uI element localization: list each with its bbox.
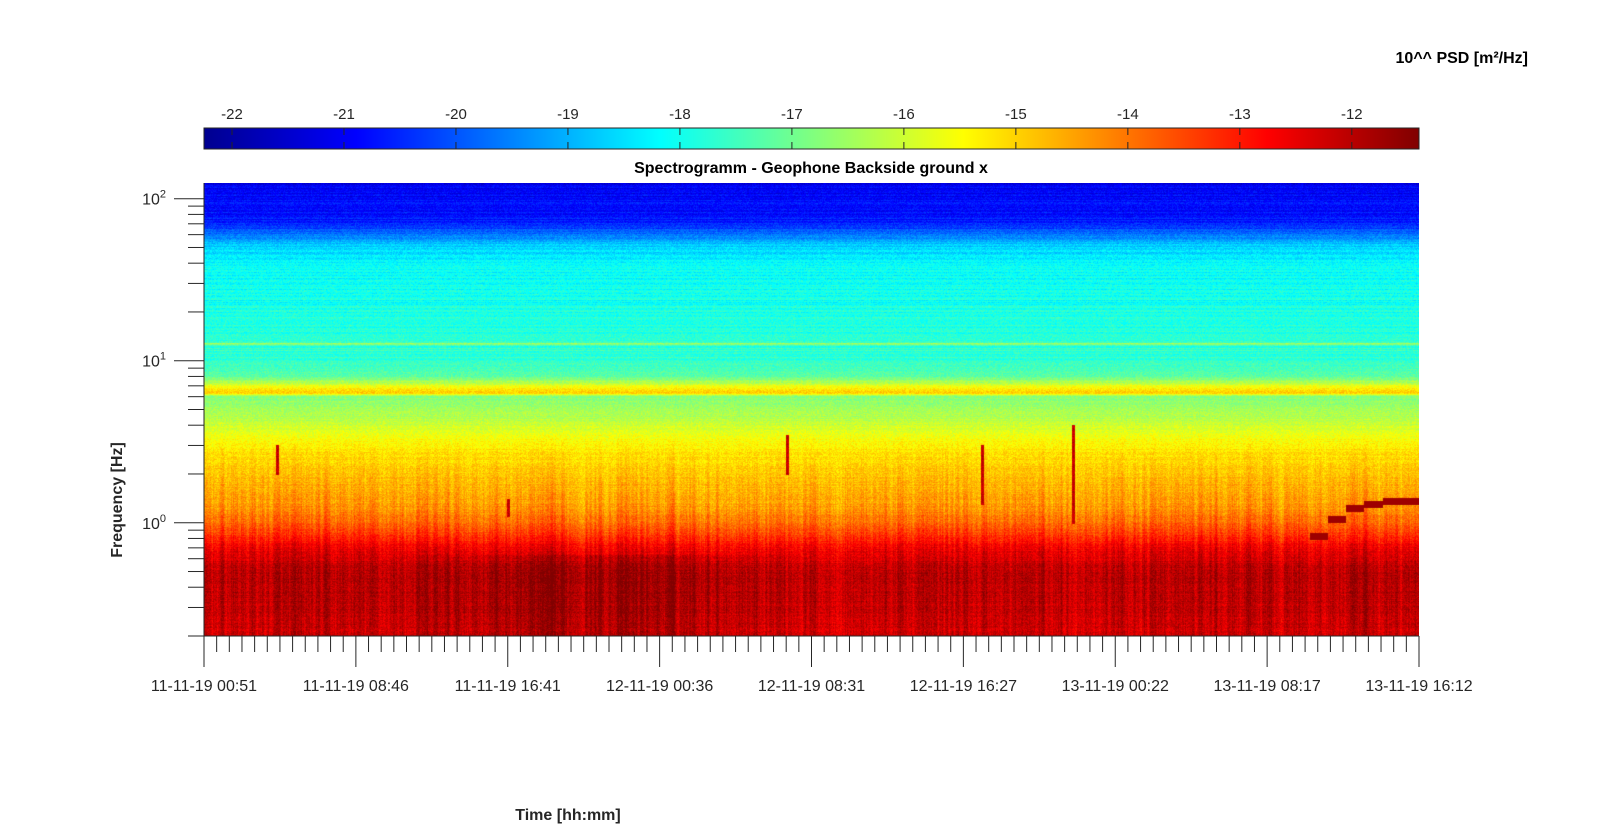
colorbar-tick-label: -21 [333, 106, 355, 123]
colorbar-tick-label: -18 [669, 106, 691, 123]
y-axis-ticks: 102 101 100 [142, 189, 204, 637]
x-axis-ticks: 11-11-19 00:51 11-11-19 08:46 11-11-19 16:… [151, 636, 1473, 695]
x-tick-label: 12-11-19 16:27 [910, 678, 1017, 695]
colorbar-tick-label: -13 [1229, 106, 1251, 123]
y-tick-label: 100 [142, 513, 166, 533]
x-tick-label: 11-11-19 08:46 [303, 678, 409, 695]
colorbar-ticks: -22 -21 -20 -19 -18 -17 -16 -15 -14 -13 -12 [221, 106, 1363, 149]
colorbar-gradient [203, 127, 1420, 150]
y-tick-label: 102 [142, 189, 166, 209]
x-tick-label: 13-11-19 16:12 [1365, 678, 1472, 695]
colorbar: -22 -21 -20 -19 -18 -17 -16 -15 -14 -13 -12 10^^ P… [203, 50, 1528, 150]
y-axis-label: Frequency [Hz] [109, 442, 126, 558]
colorbar-tick-label: -16 [893, 106, 915, 123]
x-tick-label: 11-11-19 00:51 [151, 678, 257, 695]
colorbar-tick-label: -15 [1005, 106, 1027, 123]
colorbar-label: 10^^ PSD [m²/Hz] [1396, 50, 1528, 67]
colorbar-tick-label: -14 [1117, 106, 1139, 123]
colorbar-tick-label: -20 [445, 106, 467, 123]
x-tick-label: 11-11-19 16:41 [455, 678, 561, 695]
colorbar-tick-label: -17 [781, 106, 803, 123]
x-tick-label: 12-11-19 08:31 [758, 678, 865, 695]
y-tick-label: 101 [142, 351, 166, 371]
spectrogram-plot-area [204, 183, 1419, 636]
spectrogram-image-host [204, 183, 1419, 636]
spectrogram-image [204, 183, 1419, 636]
x-tick-label: 13-11-19 08:17 [1213, 678, 1320, 695]
x-axis-label: Time [hh:mm] [515, 807, 620, 824]
colorbar-tick-label: -19 [557, 106, 579, 123]
colorbar-tick-label: -12 [1341, 106, 1363, 123]
x-tick-label: 12-11-19 00:36 [606, 678, 713, 695]
x-tick-label: 13-11-19 00:22 [1062, 678, 1169, 695]
colorbar-tick-label: -22 [221, 106, 243, 123]
chart-title: Spectrogramm - Geophone Backside ground … [634, 160, 988, 177]
